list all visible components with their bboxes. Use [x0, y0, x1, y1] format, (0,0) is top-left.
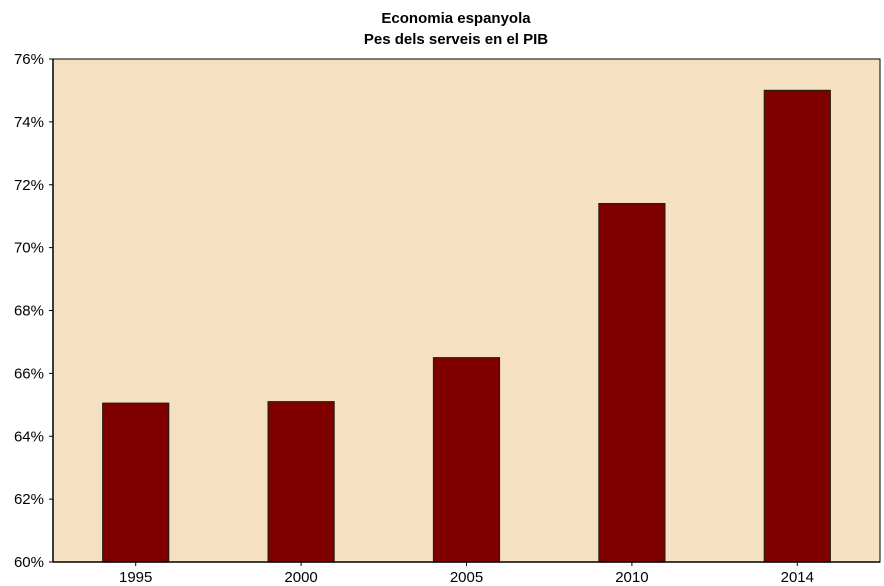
y-tick-label: 70%	[14, 240, 44, 257]
y-tick-label: 76%	[14, 51, 44, 68]
y-axis: 60% 62% 64% 66% 68% 70% 72% 74% 76%	[14, 51, 53, 571]
y-tick-label: 74%	[14, 114, 44, 131]
chart-subtitle: Pes dels serveis en el PIB	[364, 31, 548, 48]
y-tick-label: 60%	[14, 554, 44, 571]
y-tick-label: 66%	[14, 365, 44, 382]
bar-2000	[267, 401, 335, 563]
y-tick-label: 64%	[14, 428, 44, 445]
x-tick-label: 1995	[119, 569, 152, 586]
bar-1995	[102, 402, 170, 563]
y-tick-label: 62%	[14, 491, 44, 508]
x-axis: 1995 2000 2005 2010 2014	[119, 562, 814, 586]
bar-2010	[598, 203, 666, 563]
x-tick-label: 2005	[450, 569, 483, 586]
bar-2005	[432, 357, 501, 563]
x-tick-label: 2010	[615, 569, 648, 586]
x-tick-label: 2014	[781, 569, 814, 586]
bar-2014	[763, 89, 831, 563]
x-tick-label: 2000	[284, 569, 317, 586]
y-tick-label: 68%	[14, 303, 44, 320]
y-tick-label: 72%	[14, 177, 44, 194]
chart-title: Economia espanyola	[381, 10, 531, 27]
bars-group	[102, 89, 831, 563]
